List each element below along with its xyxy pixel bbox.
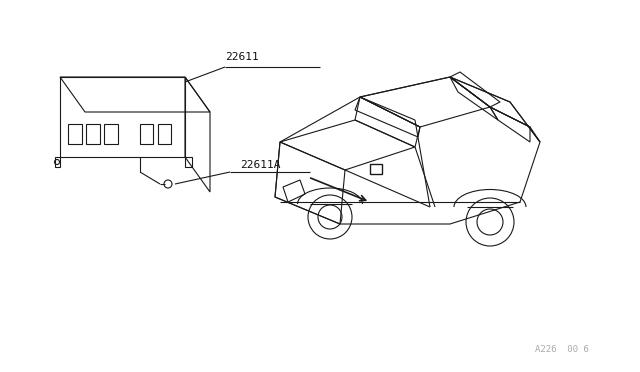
Bar	[370, 164, 382, 174]
Text: A226  00 6: A226 00 6	[535, 345, 589, 354]
Text: 22611: 22611	[225, 52, 259, 62]
Text: 22611A: 22611A	[240, 160, 280, 170]
